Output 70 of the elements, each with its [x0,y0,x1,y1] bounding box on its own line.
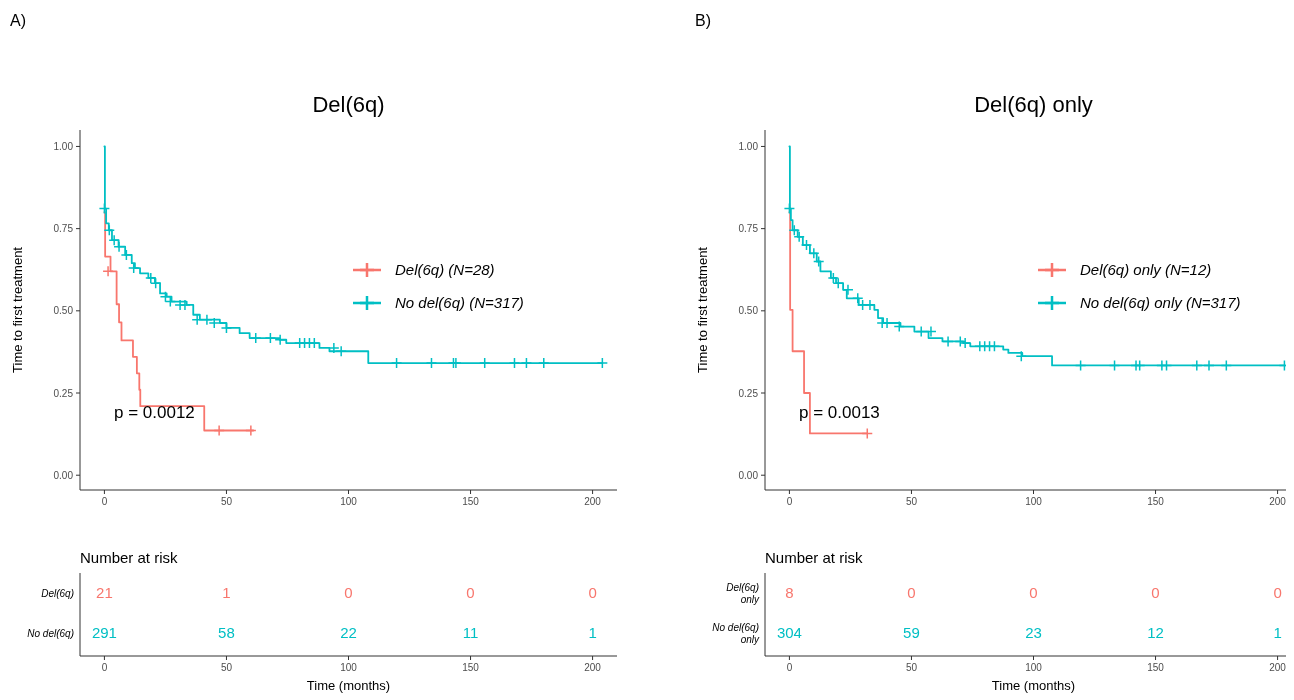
x-tick-label: 200 [1269,662,1287,673]
data-label: 22 [340,624,357,641]
y-tick-label: 1.00 [738,140,759,152]
chart-title: Number at risk [765,549,864,566]
data-label: 0 [588,584,597,601]
data-label: 0 [344,584,353,601]
chart-title: Del(6q) [312,92,385,117]
x-tick-label: 150 [1147,496,1165,507]
x-tick-label: 150 [462,662,480,673]
data-label: 58 [218,624,235,641]
x-tick-label: 50 [905,496,918,507]
y-tick-label: 0.75 [53,223,74,235]
annotation: p = 0.0013 [799,403,880,422]
x-tick-label: 150 [1147,662,1165,673]
text: A) [10,12,26,29]
data-label: 0 [1029,584,1038,601]
y-tick-label: 0.75 [738,223,759,235]
data-label: 11 [462,624,479,641]
x-tick-label: 200 [1269,496,1287,507]
x-tick-label: 0 [786,496,793,507]
data-label: 1 [588,624,597,641]
data-label: 291 [91,624,117,641]
x-tick-label: 200 [584,662,602,673]
x-tick-label: 50 [905,662,918,673]
y-tick-label: 0.50 [738,305,759,317]
x-tick-label: 100 [340,662,358,673]
y-tick-label: 0.50 [53,305,74,317]
legend-label: Del(6q) only (N=12) [1080,261,1212,278]
x-axis-title: Time (months) [306,678,391,693]
x-tick-label: 100 [1025,496,1043,507]
x-tick-label: 0 [101,496,108,507]
y-axis-title: Time to first treatment [695,246,710,373]
x-axis-title: Time (months) [991,678,1076,693]
data-label: 21 [96,584,113,601]
data-label: 1 [1273,624,1282,641]
data-label: 23 [1025,624,1042,641]
y-tick-label: No del(6q) only [712,622,760,645]
x-tick-label: 0 [101,662,108,673]
x-tick-label: 50 [220,662,233,673]
data-label: 0 [1151,584,1160,601]
legend-label: No del(6q) (N=317) [395,294,524,311]
y-tick-label: 1.00 [53,140,74,152]
y-axis-title: Time to first treatment [10,246,25,373]
data-label: 8 [785,584,794,601]
legend-label: Del(6q) (N=28) [395,261,495,278]
data-label: 304 [776,624,802,641]
x-tick-label: 100 [340,496,358,507]
data-label: 0 [907,584,916,601]
data-label: 0 [1273,584,1282,601]
y-tick-label: Del(6q) only [726,582,760,605]
x-tick-label: 50 [220,496,233,507]
legend-label: No del(6q) only (N=317) [1080,294,1241,311]
chart-title: Del(6q) only [974,92,1093,117]
data-label: 12 [1147,624,1164,641]
x-tick-label: 100 [1025,662,1043,673]
y-tick-label: 0.25 [53,387,74,399]
data-label: 59 [903,624,920,641]
x-tick-label: 0 [786,662,793,673]
y-tick-label: No del(6q) [27,628,74,639]
y-tick-label: 0.00 [53,469,74,481]
annotation: p = 0.0012 [114,403,195,422]
y-tick-label: 0.00 [738,469,759,481]
y-tick-label: 0.25 [738,387,759,399]
x-tick-label: 200 [584,496,602,507]
data-label: 1 [222,584,231,601]
data-label: 0 [466,584,475,601]
y-tick-label: Del(6q) [41,588,74,599]
chart-title: Number at risk [80,549,179,566]
x-tick-label: 150 [462,496,480,507]
text: B) [695,12,711,29]
